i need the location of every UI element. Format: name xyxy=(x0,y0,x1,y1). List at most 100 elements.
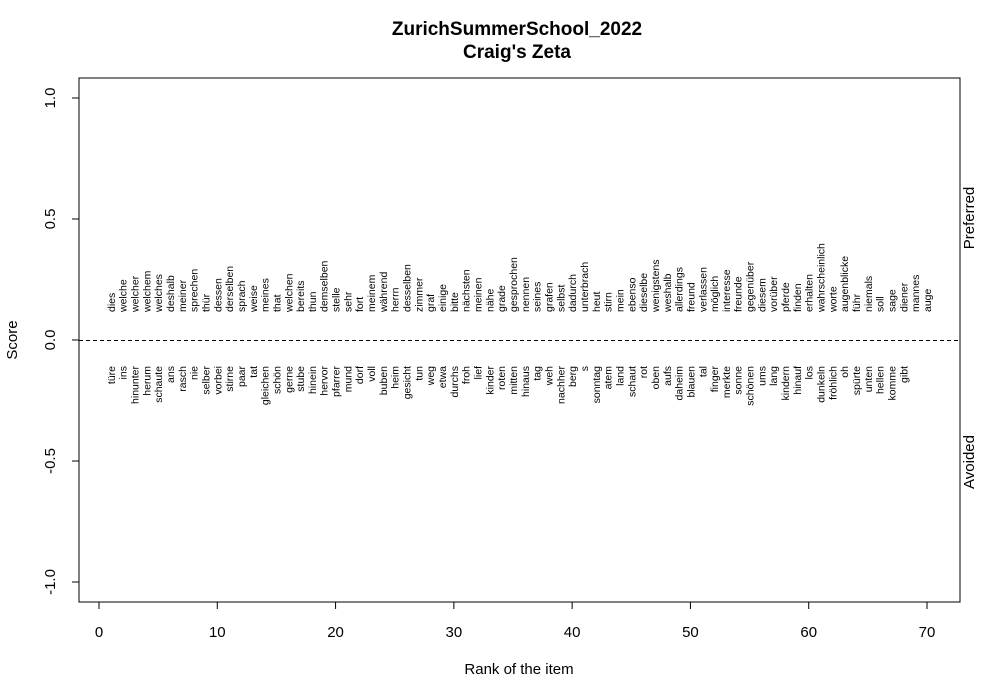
avoided-word-label: kindern xyxy=(780,366,792,401)
preferred-word-label: dieselbe xyxy=(638,273,650,312)
avoided-word-label: tun xyxy=(413,366,425,381)
preferred-word-label: nächsten xyxy=(461,269,473,312)
preferred-word-label: sage xyxy=(887,289,899,312)
preferred-word-label: welchem xyxy=(141,270,153,313)
chart-subtitle: Craig's Zeta xyxy=(463,42,571,63)
avoided-word-label: heim xyxy=(390,366,402,389)
preferred-word-label: derselben xyxy=(224,266,236,312)
preferred-word-label: deshalb xyxy=(165,275,177,312)
avoided-word-label: schönen xyxy=(745,366,757,406)
avoided-word-label: merkte xyxy=(721,366,733,398)
preferred-word-label: bitte xyxy=(449,292,461,312)
preferred-word-label: gesprochen xyxy=(508,257,520,312)
preferred-word-label: sprach xyxy=(236,280,248,312)
preferred-word-label: bereits xyxy=(295,280,307,312)
avoided-word-label: türe xyxy=(106,366,118,384)
x-tick-label: 10 xyxy=(209,624,226,641)
x-tick-label: 30 xyxy=(446,624,463,641)
avoided-word-label: weh xyxy=(543,366,555,386)
preferred-word-label: meines xyxy=(260,278,272,312)
x-axis: 0 10 20 30 40 50 60 70 xyxy=(95,601,936,641)
avoided-word-label: oben xyxy=(650,366,662,390)
avoided-word-label: komme xyxy=(887,366,899,401)
preferred-word-label: thun xyxy=(307,291,319,312)
avoided-word-label: finger xyxy=(709,365,721,392)
preferred-word-label: worte xyxy=(827,286,839,313)
chart-title: ZurichSummerSchool_2022 xyxy=(392,19,642,40)
avoided-word-label: pfarrer xyxy=(331,366,343,397)
preferred-word-label: freund xyxy=(685,282,697,312)
avoided-word-label: berg xyxy=(567,366,579,387)
avoided-word-label: sonntag xyxy=(591,366,603,404)
preferred-word-label: diener xyxy=(898,282,910,312)
preferred-word-label: gegenüber xyxy=(745,261,757,312)
preferred-word-label: führ xyxy=(851,293,863,312)
avoided-word-label: lang xyxy=(768,366,780,386)
preferred-word-label: diesem xyxy=(756,278,768,312)
avoided-word-label: schön xyxy=(271,366,283,394)
preferred-word-label: wahrscheinlich xyxy=(816,243,828,313)
y-axis-label: Score xyxy=(4,320,21,359)
preferred-word-label: stelle xyxy=(331,287,343,312)
preferred-word-label: möglich xyxy=(709,276,721,312)
avoided-word-label: vorbei xyxy=(212,366,224,395)
avoided-word-label: hinaus xyxy=(520,366,532,397)
avoided-word-label: hellen xyxy=(875,366,887,394)
y-tick-label: 0.5 xyxy=(42,209,59,230)
preferred-word-label: weshalb xyxy=(662,273,674,313)
preferred-word-label: vorüber xyxy=(768,276,780,312)
preferred-word-label: niemals xyxy=(863,276,875,312)
preferred-word-label: pferde xyxy=(780,282,792,312)
avoided-word-label: froh xyxy=(461,366,473,384)
avoided-word-label: rasch xyxy=(177,366,189,392)
x-tick-label: 50 xyxy=(682,624,699,641)
preferred-word-label: heut xyxy=(591,291,603,312)
avoided-word-label: los xyxy=(804,366,816,379)
x-tick-label: 70 xyxy=(919,624,936,641)
preferred-word-label: welcher xyxy=(129,275,141,313)
avoided-word-label: stube xyxy=(295,366,307,392)
x-axis-label: Rank of the item xyxy=(464,661,573,678)
preferred-word-label: freunde xyxy=(733,276,745,312)
avoided-word-label: hinein xyxy=(307,366,319,394)
avoided-word-label: weg xyxy=(425,366,437,386)
preferred-word-label: stirn xyxy=(603,292,615,312)
preferred-word-label: auge xyxy=(922,288,934,312)
preferred-word-label: selbst xyxy=(555,284,567,312)
preferred-word-label: nennen xyxy=(520,277,532,312)
avoided-word-label: herum xyxy=(141,366,153,396)
avoided-side-label: Avoided xyxy=(961,435,978,489)
preferred-words: dies welche welcher welchem welches deshalb me… xyxy=(106,243,934,313)
preferred-word-label: unterbrach xyxy=(579,262,591,312)
avoided-word-label: stirne xyxy=(224,366,236,392)
avoided-word-label: roten xyxy=(496,366,508,390)
preferred-word-label: interesse xyxy=(721,269,733,312)
avoided-word-label: buben xyxy=(378,366,390,395)
avoided-word-label: dorf xyxy=(354,366,366,384)
preferred-word-label: nähe xyxy=(484,288,496,312)
preferred-word-label: demselben xyxy=(319,260,331,312)
preferred-word-label: mannes xyxy=(910,275,922,312)
preferred-word-label: desselben xyxy=(402,264,414,312)
avoided-word-label: schaute xyxy=(153,366,165,403)
avoided-word-label: nachher xyxy=(555,366,567,404)
avoided-word-label: hervor xyxy=(319,366,331,396)
avoided-word-label: paar xyxy=(236,365,248,387)
preferred-word-label: that xyxy=(271,294,283,312)
avoided-word-label: unten xyxy=(863,366,875,392)
avoided-word-label: daheim xyxy=(674,366,686,401)
avoided-word-label: blauen xyxy=(685,366,697,398)
preferred-word-label: welches xyxy=(153,274,165,313)
x-tick-label: 40 xyxy=(564,624,581,641)
x-tick-label: 60 xyxy=(800,624,817,641)
preferred-word-label: mein xyxy=(614,289,626,312)
avoided-words: türe ins hinunter herum schaute ans rasch nie se… xyxy=(106,365,911,405)
preferred-word-label: meinem xyxy=(366,274,378,312)
preferred-word-label: allerdings xyxy=(674,267,686,312)
preferred-word-label: fort xyxy=(354,297,366,312)
x-tick-label: 20 xyxy=(327,624,344,641)
y-axis: -1.0 -0.5 0.0 0.5 1.0 xyxy=(42,88,80,595)
avoided-word-label: nie xyxy=(189,366,201,380)
avoided-word-label: etwa xyxy=(437,366,449,388)
